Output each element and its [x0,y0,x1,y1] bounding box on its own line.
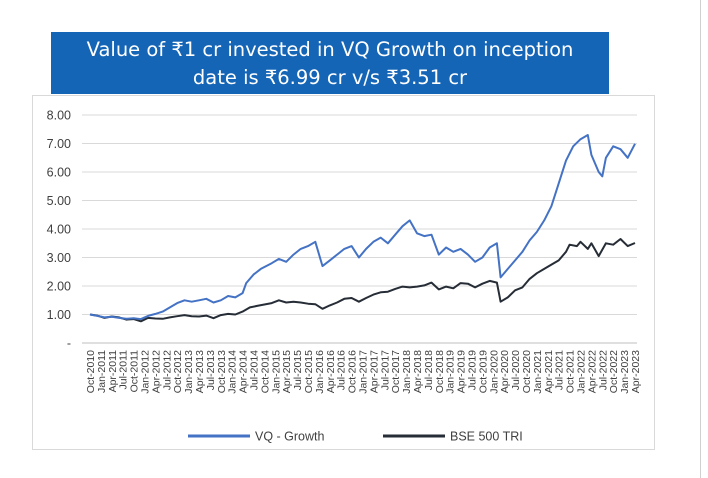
legend-label: VQ - Growth [255,430,325,444]
x-tick-label: Jul-2018 [423,350,435,390]
x-tick-label: Apr-2015 [281,350,293,393]
x-tick-label: Oct-2015 [303,350,315,393]
x-tick-label: Jan-2020 [488,350,500,394]
chart-title-line-1: Value of ₹1 cr invested in VQ Growth on … [86,38,574,61]
series-line-vq-growth [89,134,636,321]
y-tick-label: 7.00 [47,137,71,151]
y-tick-label: 2.00 [47,280,71,294]
chart-title: Value of ₹1 cr invested in VQ Growth on … [51,32,609,94]
x-tick-label: Apr-2019 [456,350,468,393]
x-tick-label: Jan-2019 [445,350,457,394]
x-tick-label: Oct-2012 [172,350,184,393]
x-tick-label: Apr-2022 [586,350,598,393]
x-tick-label: Jan-2013 [183,350,195,394]
y-tick-label: 6.00 [47,166,71,180]
x-tick-label: Apr-2021 [543,350,555,393]
x-tick-label: Apr-2011 [107,350,119,393]
x-tick-label: Oct-2022 [608,350,620,393]
y-tick-label: 3.00 [47,251,71,265]
x-tick-label: Jan-2018 [401,350,413,394]
series-line-bse-500-tri [89,238,636,323]
x-tick-label: Jan-2017 [358,350,370,394]
x-tick-label: Jan-2012 [140,350,152,394]
x-tick-label: Jan-2023 [619,350,631,394]
x-tick-label: Jul-2011 [118,350,130,390]
chart-frame [32,95,655,450]
x-tick-label: Jan-2014 [227,350,239,394]
x-tick-label: Jan-2016 [314,350,326,394]
x-tick-label: Jul-2017 [379,350,391,390]
x-tick-label: Oct-2011 [129,350,141,393]
x-tick-label: Apr-2023 [630,350,642,393]
x-tick-label: Jul-2020 [510,350,522,390]
x-tick-label: Apr-2018 [412,350,424,393]
x-tick-label: Jul-2014 [249,350,261,390]
legend-label: BSE 500 TRI [450,430,523,444]
x-tick-label: Apr-2014 [238,350,250,393]
x-tick-label: Jan-2021 [532,350,544,394]
x-tick-label: Oct-2020 [521,350,533,393]
x-tick-label: Jan-2011 [96,350,108,393]
x-tick-label: Jan-2022 [576,350,588,394]
x-tick-label: Jul-2016 [336,350,348,390]
y-tick-label: 1.00 [47,308,71,322]
x-tick-label: Oct-2019 [477,350,489,393]
x-tick-label: Jul-2019 [467,350,479,390]
y-tick-label: 4.00 [47,223,71,237]
x-tick-label: Oct-2014 [259,350,271,393]
x-tick-label: Jul-2015 [292,350,304,390]
x-tick-label: Apr-2017 [368,350,380,393]
y-tick-label: 5.00 [47,194,71,208]
x-tick-label: Jul-2021 [554,350,566,390]
x-tick-label: Oct-2018 [434,350,446,393]
x-tick-label: Jul-2012 [161,350,173,390]
x-tick-label: Apr-2012 [150,350,162,393]
chart-title-line-2: date is ₹6.99 cr v/s ₹3.51 cr [192,66,468,89]
y-tick-label: - [67,337,71,351]
x-tick-label: Apr-2020 [499,350,511,393]
x-tick-label: Oct-2016 [347,350,359,393]
x-tick-label: Jul-2022 [597,350,609,390]
x-tick-label: Oct-2013 [216,350,228,393]
x-tick-label: Oct-2017 [390,350,402,393]
y-tick-label: 8.00 [47,109,71,123]
x-tick-label: Oct-2010 [85,350,97,393]
x-tick-label: Jan-2015 [270,350,282,394]
x-tick-label: Apr-2013 [194,350,206,393]
x-tick-label: Jul-2013 [205,350,217,390]
x-tick-label: Apr-2016 [325,350,337,393]
page-divider [700,0,701,478]
x-tick-label: Oct-2021 [565,350,577,393]
